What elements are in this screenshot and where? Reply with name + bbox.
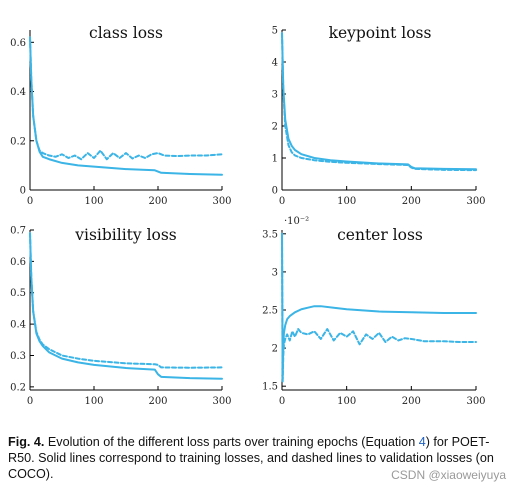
y-tick-label: 0.2 <box>10 382 26 393</box>
validation-loss-line <box>281 32 477 172</box>
y-tick-label: 0 <box>272 186 278 197</box>
y-tick-label: 0.3 <box>10 351 26 362</box>
visibility-loss-panel: 0 100 200 300 0.2 0.3 0.4 0.5 0.6 0.7 visibility l… <box>10 226 231 408</box>
training-loss-line <box>29 232 223 380</box>
validation-loss-line <box>29 36 223 161</box>
x-tick-label: 0 <box>27 396 33 407</box>
figure-label: Fig. 4. <box>8 435 45 449</box>
axis-multiplier-label: ·10⁻² <box>284 216 309 227</box>
keypoint-loss-panel: 0 100 200 300 0 1 2 3 4 5 keypoint loss <box>272 24 486 207</box>
x-tick-label: 0 <box>279 396 285 407</box>
caption-text-start: Evolution of the different loss parts ov… <box>47 435 416 449</box>
x-tick-label: 300 <box>212 196 231 207</box>
center-loss-panel: 0 100 200 300 1.5 2 2.5 3 3.5 ·10⁻² center loss <box>262 216 485 407</box>
y-tick-label: 0.6 <box>10 38 26 49</box>
x-tick-label: 200 <box>148 196 167 207</box>
x-tick-label: 100 <box>337 396 356 407</box>
x-tick-label: 200 <box>148 396 167 407</box>
y-tick-label: 0.4 <box>10 87 26 98</box>
x-tick-label: 200 <box>402 396 421 407</box>
panel-title: visibility loss <box>74 226 177 244</box>
x-tick-label: 100 <box>337 196 356 207</box>
x-tick-label: 100 <box>84 196 103 207</box>
y-tick-label: 0 <box>20 186 26 197</box>
y-tick-label: 1.5 <box>262 382 278 393</box>
y-tick-label: 5 <box>272 26 278 37</box>
x-tick-label: 300 <box>466 196 485 207</box>
y-tick-label: 3 <box>272 267 278 278</box>
x-tick-label: 300 <box>466 396 485 407</box>
y-tick-label: 0.2 <box>10 136 26 147</box>
figure-caption: Fig. 4. Evolution of the different loss … <box>8 434 500 482</box>
y-tick-label: 2 <box>272 122 278 133</box>
y-tick-label: 2 <box>272 344 278 355</box>
y-tick-label: 0.7 <box>10 226 26 237</box>
y-tick-label: 3 <box>272 90 278 101</box>
y-tick-label: 4 <box>272 58 278 69</box>
x-tick-label: 200 <box>402 196 421 207</box>
panel-title: center loss <box>337 226 423 244</box>
class-loss-panel: 0 100 200 300 0 0.2 0.4 0.6 class loss <box>10 24 231 207</box>
caption-text-end: ) for POET-R50. Solid lines correspond t… <box>8 435 494 481</box>
watermark: CSDN @xiaoweiyuya <box>391 468 506 482</box>
x-tick-label: 0 <box>27 196 33 207</box>
validation-loss-line <box>281 232 477 384</box>
y-tick-label: 2.5 <box>262 306 278 317</box>
x-tick-label: 300 <box>212 396 231 407</box>
y-tick-label: 3.5 <box>262 229 278 240</box>
x-tick-label: 0 <box>279 196 285 207</box>
training-loss-line <box>281 232 477 380</box>
y-tick-label: 0.4 <box>10 320 26 331</box>
validation-loss-line <box>29 232 223 369</box>
equation-reference-link[interactable]: 4 <box>418 435 426 449</box>
panel-title: class loss <box>89 24 163 42</box>
training-loss-line <box>281 32 477 171</box>
x-tick-label: 100 <box>84 396 103 407</box>
panel-title: keypoint loss <box>329 24 432 42</box>
y-tick-label: 1 <box>272 154 278 165</box>
y-tick-label: 0.6 <box>10 257 26 268</box>
y-tick-label: 0.5 <box>10 288 26 299</box>
